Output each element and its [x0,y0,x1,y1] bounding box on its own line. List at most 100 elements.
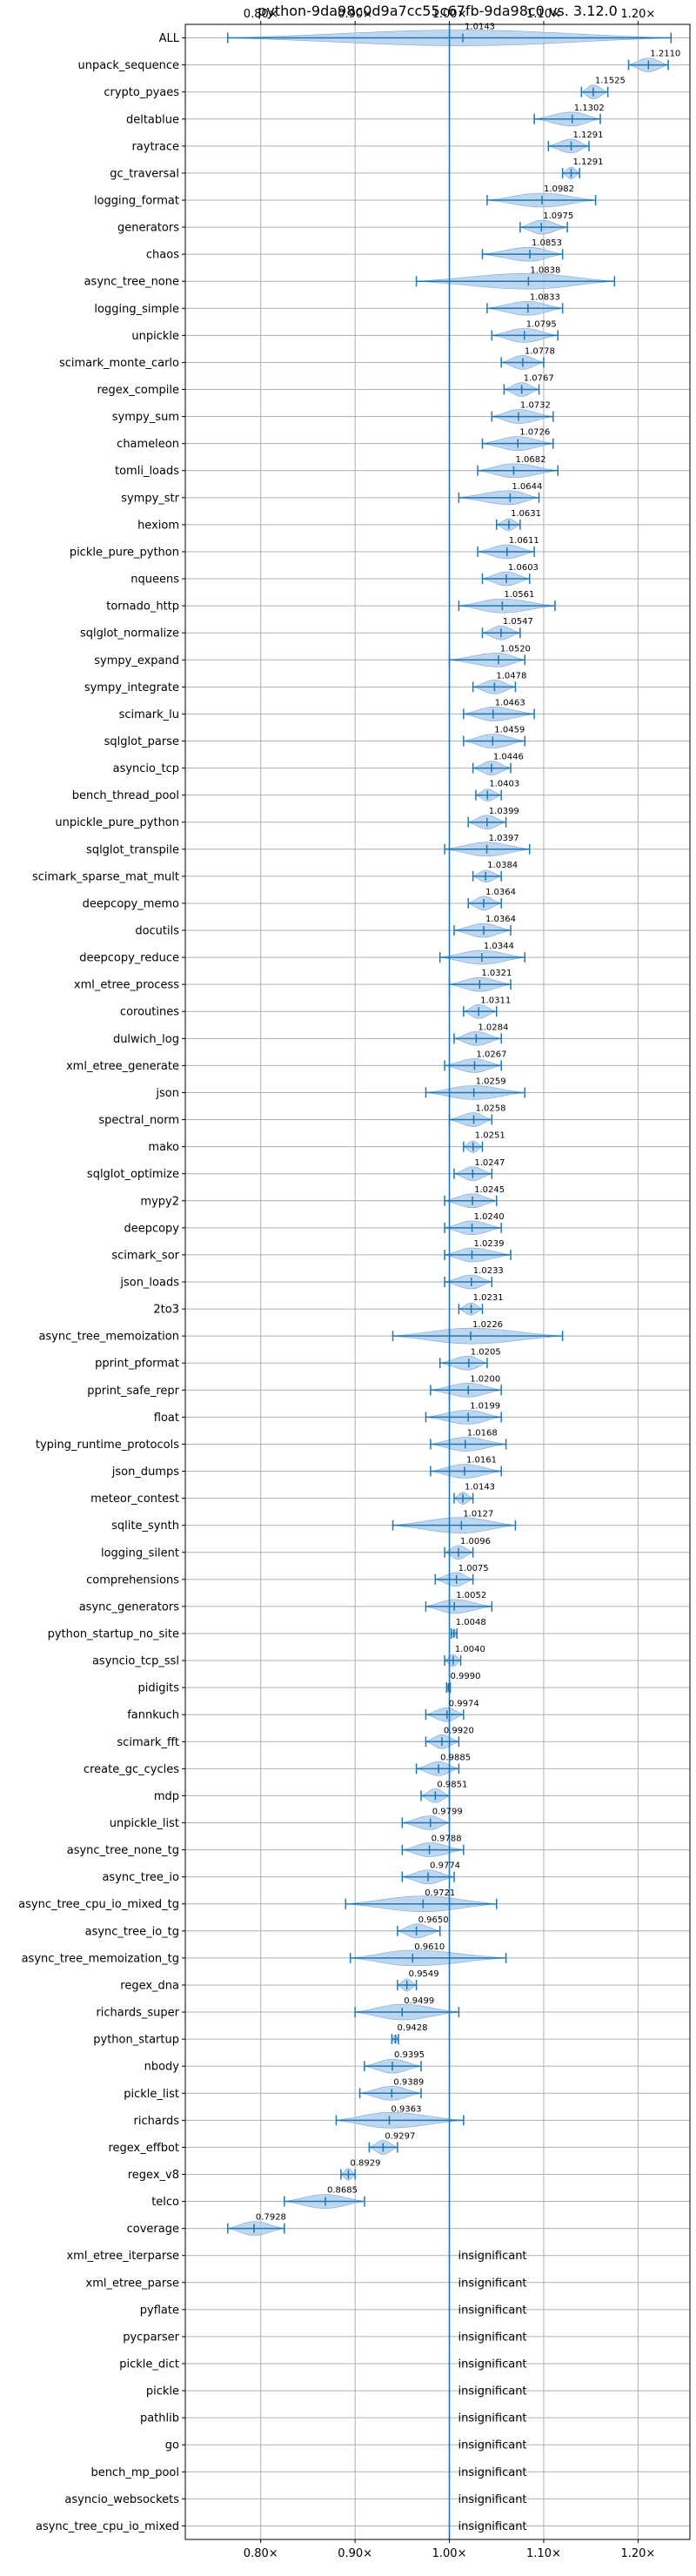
benchmark-label: scimark_sor [111,1249,179,1262]
value-label: 0.9428 [398,2023,428,2033]
benchmark-label: dulwich_log [113,1033,179,1046]
value-label: 1.1291 [573,158,604,167]
benchmark-label: unpickle [131,330,179,343]
value-label: 1.0127 [463,1510,493,1519]
benchmark-label: bench_mp_pool [90,2466,179,2479]
value-label: 1.0364 [485,888,516,897]
benchmark-label: float [154,1412,179,1425]
value-label: 1.0631 [511,509,541,519]
benchmark-label: xml_etree_generate [66,1060,179,1073]
benchmark-label: async_tree_io [102,1871,179,1884]
benchmark-label: json_loads [119,1277,179,1290]
benchmark-label: async_tree_none [84,276,179,289]
benchmark-label: hexiom [137,519,179,532]
benchmark-label: xml_etree_iterparse [66,2250,179,2263]
x-tick-label-top: 1.10× [526,8,561,21]
benchmark-label: sympy_expand [94,654,179,667]
benchmark-label: nbody [144,2061,180,2074]
value-label: 1.0040 [455,1645,485,1654]
value-label: 0.8685 [327,2186,358,2196]
value-label: 0.9499 [404,1996,434,2006]
benchmark-label: sqlglot_parse [104,735,179,748]
value-label: 1.0547 [503,617,533,627]
value-label: 1.0611 [509,536,539,546]
value-label: 1.0258 [476,1104,506,1114]
value-label: 1.0778 [525,346,555,356]
value-label: 1.0168 [467,1429,498,1439]
benchmark-label: logging_simple [94,303,179,316]
value-label: 1.0446 [493,753,524,762]
value-label: 1.0239 [473,1239,504,1249]
benchmark-label: regex_compile [97,384,179,397]
value-label: 1.0075 [458,1564,489,1573]
value-label: 1.0205 [471,1347,501,1357]
value-label: 1.0644 [512,482,542,492]
value-label: 1.1302 [574,104,605,113]
benchmark-label: mypy2 [140,1195,179,1208]
benchmark-label: logging_format [94,194,179,207]
insignificant-label: insignificant [458,2412,527,2425]
value-label: 1.0245 [474,1185,505,1195]
insignificant-label: insignificant [458,2466,527,2479]
value-label: 0.9990 [450,1672,480,1681]
value-label: 0.9721 [425,1888,455,1898]
benchmark-label: go [165,2439,179,2452]
benchmark-label: coverage [127,2223,179,2236]
benchmark-label: pycparser [123,2331,179,2344]
benchmark-label: asyncio_tcp_ssl [92,1655,179,1668]
value-label: 1.0231 [473,1293,504,1303]
value-label: 1.1525 [595,77,626,86]
insignificant-label: insignificant [458,2385,527,2398]
x-tick-label-top: 0.90× [338,8,372,21]
benchmark-label: json_dumps [111,1466,179,1479]
value-label: 1.0364 [485,915,516,924]
benchmark-label: logging_silent [101,1546,179,1560]
value-label: 1.0478 [496,671,526,681]
benchmark-label: deepcopy [124,1222,179,1235]
value-label: 1.0226 [472,1320,503,1330]
benchmark-label: chameleon [117,438,179,451]
benchmark-label: xml_etree_process [74,979,179,992]
benchmark-label: xml_etree_parse [86,2277,179,2290]
benchmark-label: mako [148,1141,179,1154]
value-label: 0.7928 [256,2213,286,2223]
x-tick-label-top: 1.20× [620,8,655,21]
value-label: 1.0233 [473,1266,504,1276]
benchmark-label: async_tree_memoization_tg [22,1952,179,1965]
benchmark-label: unpickle_list [110,1817,179,1830]
value-label: 1.0311 [480,996,511,1005]
benchmark-label: sympy_str [121,492,179,505]
benchmark-label: richards [134,2115,180,2128]
value-label: 0.9549 [409,1969,439,1979]
benchmark-label: pickle_dict [119,2358,179,2371]
benchmark-label: pidigits [138,1682,180,1695]
value-label: 1.0520 [500,644,531,654]
x-tick-label-top: 1.00× [432,8,467,21]
value-label: 0.8929 [350,2159,380,2169]
benchmark-label: unpickle_pure_python [55,816,179,829]
value-label: 1.0321 [481,969,512,978]
value-label: 1.0399 [489,807,519,816]
value-label: 1.0267 [476,1050,506,1059]
value-label: 1.0795 [526,319,557,329]
benchmark-label: typing_runtime_protocols [36,1439,179,1452]
benchmark-label: pickle_pure_python [70,546,179,559]
benchmark-label: regex_effbot [108,2142,179,2155]
value-label: 1.0143 [465,23,495,32]
value-label: 0.9610 [414,1942,445,1952]
benchmark-label: scimark_fft [117,1736,179,1749]
benchmark-label: meteor_contest [90,1493,179,1506]
value-label: 0.9650 [418,1915,449,1925]
insignificant-label: insignificant [458,2439,527,2452]
value-label: 1.0838 [530,265,560,275]
insignificant-label: insignificant [458,2358,527,2371]
value-label: 1.0767 [524,374,554,384]
insignificant-label: insignificant [458,2250,527,2263]
benchmark-label: pprint_pformat [95,1358,179,1371]
benchmark-label: scimark_monte_carlo [59,357,179,370]
value-label: 1.0284 [478,1023,508,1032]
x-tick-label-bottom: 1.10× [526,2547,561,2560]
value-label: 1.0199 [470,1401,500,1411]
x-tick-label-top: 0.80× [244,8,278,21]
benchmark-label: pickle [146,2385,179,2398]
